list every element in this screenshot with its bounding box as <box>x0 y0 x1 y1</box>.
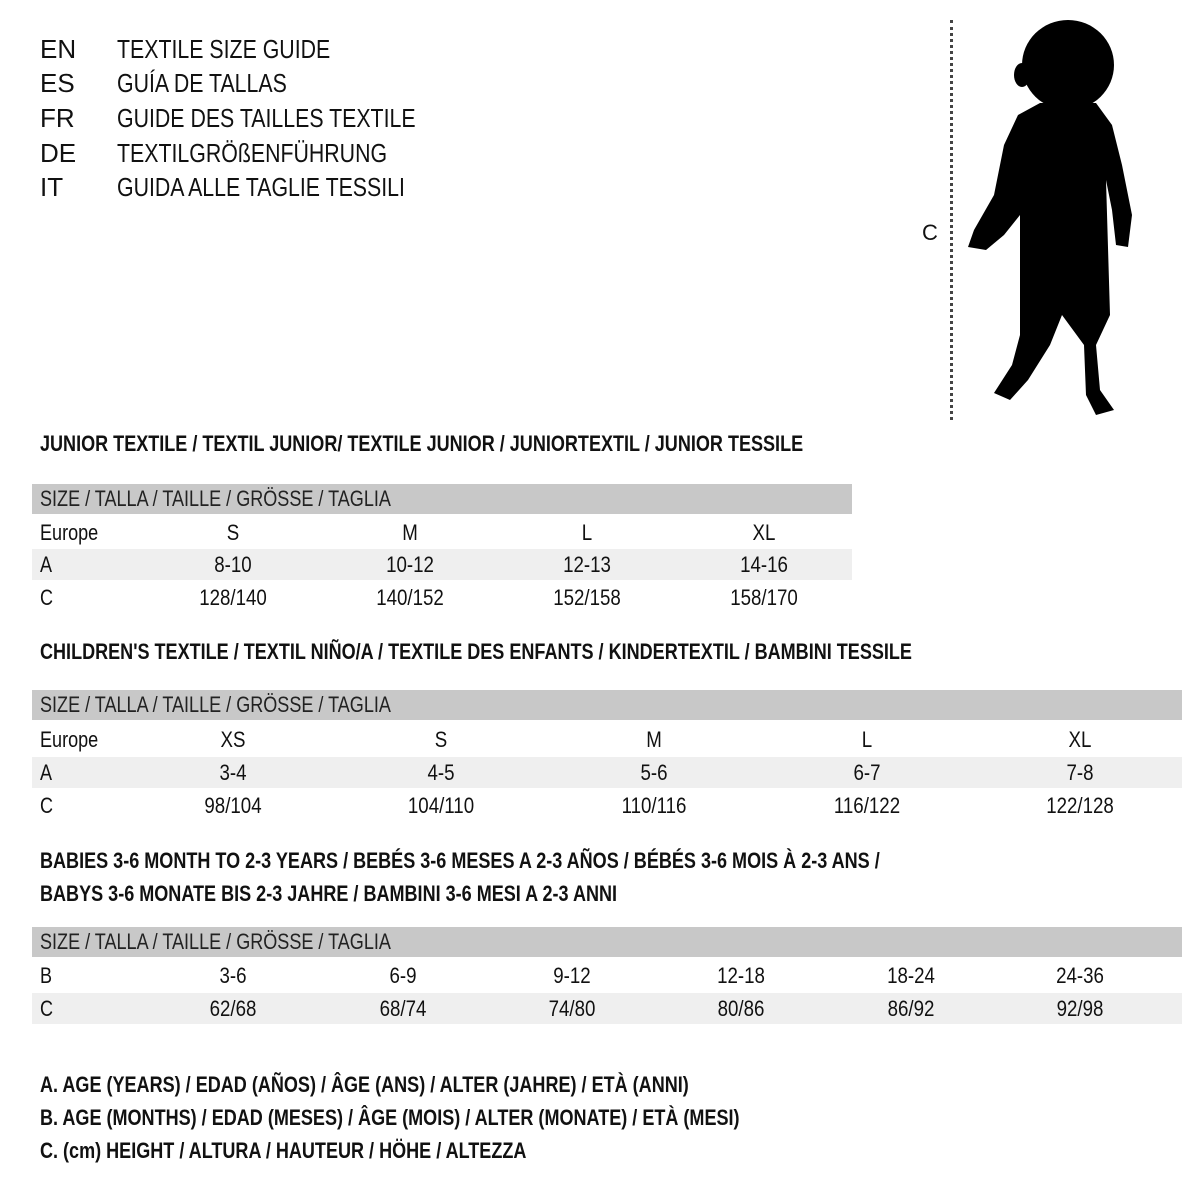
table-header: SIZE / TALLA / TAILLE / GRÖSSE / TAGLIA <box>32 690 1182 720</box>
table-cell: 92/98 <box>1056 996 1104 1021</box>
table-header-text: SIZE / TALLA / TAILLE / GRÖSSE / TAGLIA <box>40 486 391 511</box>
table-row: Europe S M L XL <box>32 517 852 548</box>
table-cell: 6-7 <box>853 760 881 785</box>
row-label: C <box>40 585 54 610</box>
row-label: A <box>40 552 53 577</box>
height-measure-line <box>950 20 953 420</box>
table-cell: L <box>861 727 873 752</box>
row-label: Europe <box>40 520 99 545</box>
legend-a: A. AGE (YEARS) / EDAD (AÑOS) / ÂGE (ANS)… <box>40 1072 689 1097</box>
table-cell: 152/158 <box>553 585 621 610</box>
table-cell: 14-16 <box>740 552 788 577</box>
table-cell: L <box>581 520 593 545</box>
table-cell: 5-6 <box>640 760 668 785</box>
lang-code: FR <box>40 103 75 133</box>
title-text: TEXTILE SIZE GUIDE <box>117 34 331 64</box>
table-row: A 8-10 10-12 12-13 14-16 <box>32 549 852 580</box>
table-cell: 98/104 <box>204 793 262 818</box>
legend-c: C. (cm) HEIGHT / ALTURA / HAUTEUR / HÖHE… <box>40 1138 527 1163</box>
lang-code: EN <box>40 34 77 64</box>
table-cell: 3-4 <box>219 760 247 785</box>
title-text: GUIDA ALLE TAGLIE TESSILI <box>117 172 405 202</box>
section-title: BABIES 3-6 MONTH TO 2-3 YEARS / BEBÉS 3-… <box>40 848 880 873</box>
section-title-line: BABYS 3-6 MONATE BIS 2-3 JAHRE / BAMBINI… <box>40 881 744 907</box>
section-title-line: BABIES 3-6 MONTH TO 2-3 YEARS / BEBÉS 3-… <box>40 848 1064 874</box>
table-cell: 110/116 <box>621 793 687 818</box>
row-label: B <box>40 963 53 988</box>
title-text: GUIDE DES TAILLES TEXTILE <box>117 103 416 133</box>
table-cell: 3-6 <box>219 963 247 988</box>
height-label: C <box>922 220 938 245</box>
table-cell: 4-5 <box>427 760 455 785</box>
table-row: Europe XS S M L XL <box>32 724 1182 755</box>
row-label: Europe <box>40 727 99 752</box>
table-cell: XL <box>1068 727 1092 752</box>
lang-code: IT <box>40 172 64 202</box>
table-cell: 8-10 <box>214 552 252 577</box>
child-silhouette-icon <box>968 20 1132 415</box>
table-header-text: SIZE / TALLA / TAILLE / GRÖSSE / TAGLIA <box>40 929 391 954</box>
table-cell: M <box>402 520 418 545</box>
legend-b: B. AGE (MONTHS) / EDAD (MESES) / ÂGE (MO… <box>40 1105 740 1130</box>
title-text: TEXTILGRÖßENFÜHRUNG <box>117 138 388 168</box>
table-cell: M <box>646 727 662 752</box>
table-row: C 128/140 140/152 152/158 158/170 <box>32 582 852 613</box>
table-cell: 140/152 <box>376 585 444 610</box>
section-title-line: CHILDREN'S TEXTILE / TEXTIL NIÑO/A / TEX… <box>40 639 1103 665</box>
table-header: SIZE / TALLA / TAILLE / GRÖSSE / TAGLIA <box>32 927 1182 957</box>
table-cell: 62/68 <box>209 996 257 1021</box>
table-cell: 128/140 <box>199 585 267 610</box>
table-cell: 122/128 <box>1046 793 1114 818</box>
table-cell: 74/80 <box>548 996 596 1021</box>
title-text: GUÍA DE TALLAS <box>117 68 287 98</box>
table-row: A 3-4 4-5 5-6 6-7 7-8 <box>32 757 1182 788</box>
table-cell: 10-12 <box>386 552 434 577</box>
table-cell: 18-24 <box>887 963 935 988</box>
table-cell: 6-9 <box>389 963 417 988</box>
section-title: JUNIOR TEXTILE / TEXTIL JUNIOR/ TEXTILE … <box>40 431 804 456</box>
table-row: C 98/104 104/110 110/116 116/122 122/128 <box>32 790 1182 821</box>
table-cell: 158/170 <box>730 585 798 610</box>
table-cell: XL <box>752 520 776 545</box>
lang-code: ES <box>40 68 75 98</box>
table-cell: 7-8 <box>1066 760 1094 785</box>
table-cell: 68/74 <box>379 996 427 1021</box>
table-cell: 9-12 <box>553 963 591 988</box>
table-row: C 62/68 68/74 74/80 80/86 86/92 92/98 <box>32 993 1182 1024</box>
row-label: A <box>40 760 53 785</box>
table-cell: S <box>226 520 240 545</box>
table-header-text: SIZE / TALLA / TAILLE / GRÖSSE / TAGLIA <box>40 692 391 717</box>
table-cell: 116/122 <box>833 793 901 818</box>
table-cell: 80/86 <box>717 996 765 1021</box>
table-cell: 12-18 <box>717 963 765 988</box>
row-label: C <box>40 996 54 1021</box>
table-cell: 104/110 <box>407 793 475 818</box>
table-cell: S <box>434 727 448 752</box>
section-title-line: JUNIOR TEXTILE / TEXTIL JUNIOR/ TEXTILE … <box>40 431 971 457</box>
table-header: SIZE / TALLA / TAILLE / GRÖSSE / TAGLIA <box>32 484 852 514</box>
table-cell: 86/92 <box>887 996 935 1021</box>
lang-code: DE <box>40 138 77 168</box>
table-cell: 24-36 <box>1056 963 1104 988</box>
table-cell: 12-13 <box>563 552 611 577</box>
row-label: C <box>40 793 54 818</box>
table-row: B 3-6 6-9 9-12 12-18 18-24 24-36 <box>32 960 1182 991</box>
section-title: CHILDREN'S TEXTILE / TEXTIL NIÑO/A / TEX… <box>40 639 912 664</box>
table-cell: XS <box>220 727 246 752</box>
section-title: BABYS 3-6 MONATE BIS 2-3 JAHRE / BAMBINI… <box>40 881 618 906</box>
child-figure: C <box>900 15 1160 425</box>
